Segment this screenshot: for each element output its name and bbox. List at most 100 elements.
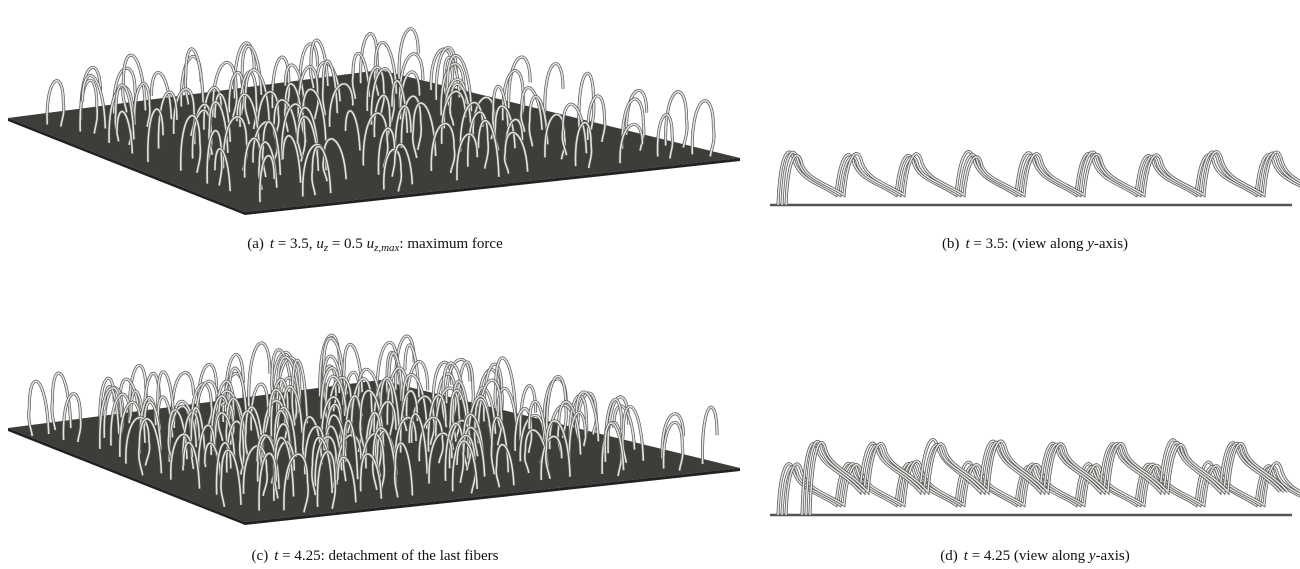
caption-a: (a) t = 3.5, uz = 0.5 uz,max: maximum for… xyxy=(247,236,503,254)
caption-label: (d) xyxy=(940,548,958,564)
fiber xyxy=(311,145,332,196)
fiber xyxy=(337,456,357,503)
fiber xyxy=(459,101,484,152)
fiber xyxy=(321,60,339,116)
caption-part: -axis) xyxy=(1096,548,1130,564)
fiber xyxy=(568,411,587,466)
panel-c-image xyxy=(8,333,740,525)
fiber xyxy=(467,111,490,169)
fiber xyxy=(228,367,248,420)
fiber xyxy=(359,433,386,494)
fiber xyxy=(446,54,473,114)
fiber xyxy=(242,445,268,496)
fiber xyxy=(257,91,280,138)
fiber xyxy=(383,148,403,192)
plate-edge xyxy=(8,428,740,525)
fiber xyxy=(408,413,428,474)
fiber xyxy=(228,71,245,115)
fiber xyxy=(214,147,231,192)
fiber xyxy=(540,435,563,481)
plate-edge xyxy=(8,118,740,215)
caption-part: t xyxy=(964,548,969,564)
fiber xyxy=(311,436,333,496)
fiber xyxy=(316,450,337,509)
fiber xyxy=(46,80,65,127)
caption-d: (d) t = 4.25 (view along y-axis) xyxy=(940,548,1129,564)
fiber xyxy=(51,372,72,431)
fiber xyxy=(373,41,398,96)
fiber xyxy=(116,110,134,154)
fiber xyxy=(391,80,409,133)
fiber xyxy=(578,72,595,130)
fiber xyxy=(503,131,529,174)
fiber xyxy=(805,440,1285,516)
fiber xyxy=(191,383,213,427)
fiber xyxy=(238,410,263,471)
fiber xyxy=(244,406,264,460)
fiber xyxy=(147,108,164,163)
fiber xyxy=(495,443,515,488)
fiber xyxy=(405,360,429,421)
fiber xyxy=(781,151,1300,206)
fiber xyxy=(182,442,201,489)
fiber xyxy=(544,62,564,115)
fiber xyxy=(296,115,320,171)
fiber xyxy=(586,95,606,143)
plate xyxy=(8,70,740,212)
fiber xyxy=(167,409,188,462)
fiber xyxy=(440,62,465,116)
fiber xyxy=(215,442,232,495)
fiber xyxy=(208,101,229,155)
fiber xyxy=(366,66,385,114)
panel-b-image xyxy=(770,150,1300,207)
fiber xyxy=(625,89,648,135)
fiber xyxy=(191,109,213,161)
fiber xyxy=(546,375,567,439)
fiber xyxy=(125,416,151,466)
fiber xyxy=(212,61,238,120)
fiber xyxy=(284,64,306,106)
fiber xyxy=(297,65,319,120)
caption-c: (c) t = 4.25: detachment of the last fibe… xyxy=(252,548,499,564)
caption-b: (b) t = 3.5: (view along y-axis) xyxy=(942,236,1128,252)
caption-part: -axis) xyxy=(1094,236,1128,252)
caption-part: y xyxy=(1087,548,1096,564)
fiber xyxy=(477,119,500,177)
fiber xyxy=(258,452,278,511)
fiber xyxy=(701,406,718,465)
fiber xyxy=(359,389,385,449)
fiber xyxy=(613,405,636,450)
fiber xyxy=(250,383,269,433)
fiber xyxy=(344,110,361,151)
caption-part: = 0.5 xyxy=(328,236,366,252)
fiber xyxy=(456,133,479,181)
fiber xyxy=(62,393,82,443)
fiber xyxy=(656,114,674,159)
fiber xyxy=(393,143,414,185)
fiber xyxy=(428,432,453,484)
fiber xyxy=(309,39,329,89)
fiber xyxy=(157,91,178,149)
caption-part: = 4.25 (view along xyxy=(968,548,1089,564)
fiber xyxy=(121,54,147,113)
caption-part: y xyxy=(1085,236,1094,252)
fiber xyxy=(261,121,282,178)
fiber xyxy=(371,427,398,490)
fiber xyxy=(507,56,531,109)
fiber xyxy=(328,83,354,127)
fiber xyxy=(449,83,472,126)
fiber xyxy=(412,102,437,159)
panel-d-image xyxy=(770,438,1300,517)
fiber xyxy=(143,401,162,451)
fiber-outline xyxy=(507,55,532,109)
fiber xyxy=(398,52,424,108)
fiber xyxy=(604,422,625,471)
fiber xyxy=(785,150,1300,206)
fiber xyxy=(435,387,461,442)
fiber xyxy=(430,122,456,174)
fiber xyxy=(276,406,297,457)
fiber xyxy=(203,86,222,130)
fiber-outline xyxy=(784,150,1300,206)
fiber xyxy=(691,99,715,157)
fiber-outline xyxy=(543,62,565,115)
